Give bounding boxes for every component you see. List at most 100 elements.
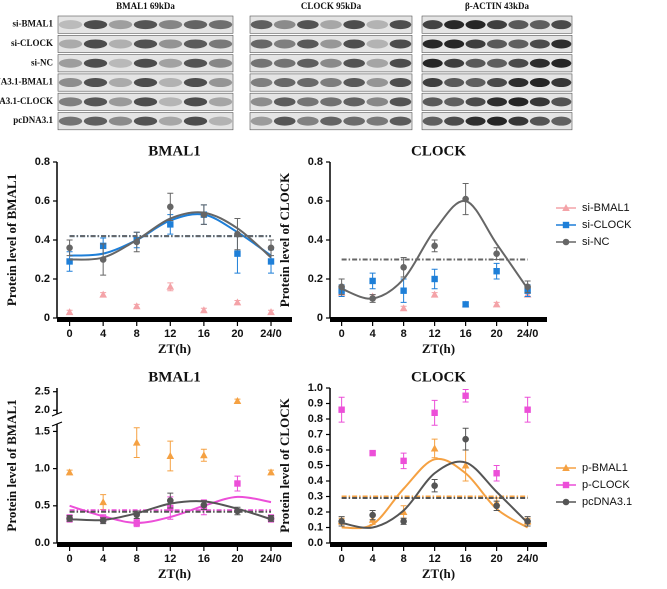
data-point	[431, 482, 438, 489]
x-axis-label: ZT(h)	[422, 566, 455, 581]
blot-band	[273, 97, 296, 107]
legend-label: p-CLOCK	[582, 479, 630, 491]
legend-marker	[562, 238, 570, 246]
blot-band	[389, 39, 412, 49]
x-tick-label: 20	[491, 553, 503, 565]
y-axis-label: Protein level of CLOCK	[277, 172, 292, 307]
data-point	[66, 258, 73, 265]
blot-row-label: pcDNA3.1-BMAL1	[0, 77, 53, 87]
blot-band	[529, 97, 550, 107]
blot-band	[108, 97, 133, 107]
y-axis-label: Protein level of BMAL1	[4, 399, 19, 531]
blot-header: BMAL1 69kDa	[116, 1, 175, 11]
data-point	[524, 406, 531, 413]
blot-band	[108, 39, 133, 49]
x-tick-label: 24/0	[260, 328, 281, 340]
x-tick-label: 12	[164, 328, 176, 340]
blot-row-label: pcDNA3.1	[13, 115, 53, 125]
data-point	[66, 244, 73, 252]
blot-band	[422, 97, 443, 107]
legend-label: p-BMAL1	[582, 462, 628, 474]
data-point	[99, 290, 107, 298]
blot-band	[366, 97, 389, 107]
blot-band	[487, 58, 507, 68]
y-tick-label: 0.6	[35, 195, 50, 207]
blot-band	[389, 97, 412, 107]
y-axis-label: Protein level of CLOCK	[277, 397, 292, 532]
x-tick-label: 16	[460, 328, 472, 340]
data-point	[369, 295, 376, 302]
blot-band	[444, 97, 465, 107]
data-point	[66, 515, 73, 522]
data-point	[200, 451, 208, 459]
blot-band	[389, 78, 412, 88]
data-point	[200, 306, 208, 314]
blot-band	[83, 20, 108, 30]
data-point	[234, 480, 241, 487]
y-tick-label: 0.2	[308, 506, 323, 518]
blot-row-label: si-BMAL1	[13, 19, 54, 29]
blot-strip	[249, 34, 413, 53]
data-point	[234, 250, 241, 257]
x-tick-label: 20	[491, 328, 503, 340]
blot-band	[320, 39, 342, 49]
x-tick-label: 8	[401, 553, 407, 565]
blot-band	[250, 78, 273, 88]
data-point	[462, 392, 469, 399]
blot-band	[444, 78, 465, 88]
blot-band	[529, 39, 550, 49]
blot-band	[551, 39, 572, 49]
blot-band	[343, 78, 365, 88]
legend-marker	[562, 221, 570, 229]
blot-band	[133, 39, 158, 49]
x-tick-label: 0	[67, 553, 73, 565]
data-point	[234, 230, 241, 238]
blot-band	[422, 20, 443, 30]
blot-band	[508, 20, 529, 30]
y-tick-label: 0.3	[308, 490, 323, 502]
data-point	[462, 301, 469, 308]
data-point	[399, 304, 408, 312]
x-tick-label: 24/0	[517, 328, 538, 340]
blot-band	[389, 20, 412, 30]
x-tick-label: 4	[100, 328, 107, 340]
blot-band	[83, 39, 108, 49]
blot-band	[366, 58, 389, 68]
y-tick-label: 0.4	[35, 234, 51, 246]
blot-band	[422, 78, 443, 88]
light-dark-bar	[57, 542, 292, 547]
blot-band	[297, 97, 319, 107]
blot-band	[465, 39, 486, 49]
blot-band	[83, 116, 108, 126]
blot-band	[208, 78, 233, 88]
y-tick-label: 0.5	[35, 500, 50, 512]
blot-band	[133, 97, 158, 107]
x-tick-label: 16	[198, 328, 210, 340]
x-tick-label: 20	[231, 328, 243, 340]
legend-label: si-CLOCK	[582, 219, 632, 231]
x-tick-label: 4	[370, 328, 377, 340]
blot-band	[208, 58, 233, 68]
blot-band	[273, 39, 296, 49]
y-tick-label: 0.0	[35, 537, 50, 549]
data-point	[431, 409, 438, 416]
blot-band	[343, 58, 365, 68]
blot-band	[183, 39, 208, 49]
legend-marker	[562, 204, 570, 211]
blot-strip	[249, 15, 413, 34]
blot-band	[529, 20, 550, 30]
blot-band	[444, 20, 465, 30]
fit-curve	[341, 460, 529, 529]
data-point	[132, 302, 141, 310]
blot-strip	[249, 54, 413, 73]
x-tick-label: 8	[134, 553, 140, 565]
blot-band	[320, 116, 342, 126]
blot-band	[297, 39, 319, 49]
blot-band	[551, 78, 572, 88]
blot-band	[83, 78, 108, 88]
data-point	[492, 300, 501, 308]
data-point	[234, 507, 241, 515]
blot-band	[343, 97, 365, 107]
data-point	[267, 468, 275, 476]
chart-title: CLOCK	[411, 369, 466, 385]
